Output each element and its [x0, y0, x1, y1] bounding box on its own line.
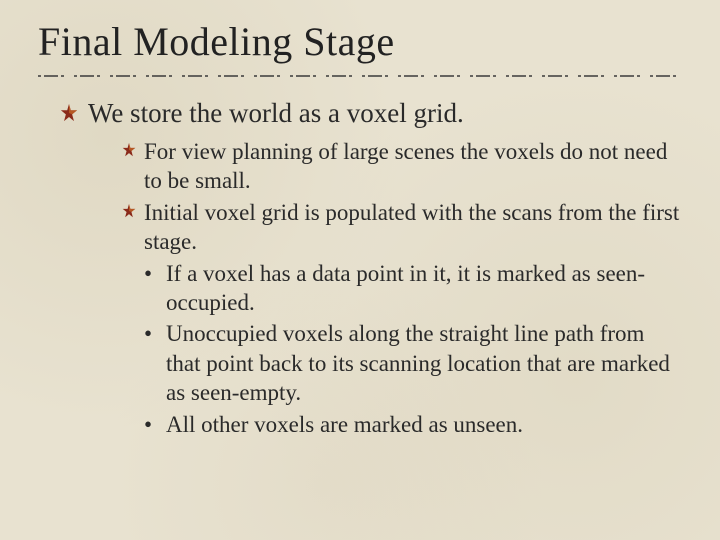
dot-bullet-icon: •: [144, 319, 156, 348]
star-bullet-icon: [122, 204, 136, 223]
level3-item: • If a voxel has a data point in it, it …: [144, 259, 682, 318]
title-divider: [38, 73, 678, 79]
star-bullet-icon: [122, 143, 136, 162]
level3-text: Unoccupied voxels along the straight lin…: [166, 319, 682, 407]
level1-item: We store the world as a voxel grid.: [60, 97, 682, 131]
level3-item: • Unoccupied voxels along the straight l…: [144, 319, 682, 407]
bullet-level1: We store the world as a voxel grid. For …: [60, 97, 682, 439]
level3-text: If a voxel has a data point in it, it is…: [166, 259, 682, 318]
level2-item: For view planning of large scenes the vo…: [122, 137, 682, 196]
level2-item: Initial voxel grid is populated with the…: [122, 198, 682, 257]
slide-container: Final Modeling Stage We store the world …: [0, 0, 720, 540]
dot-bullet-icon: •: [144, 410, 156, 439]
dot-bullet-icon: •: [144, 259, 156, 288]
level2-text: Initial voxel grid is populated with the…: [144, 198, 682, 257]
level3-text: All other voxels are marked as unseen.: [166, 410, 523, 439]
level1-text: We store the world as a voxel grid.: [88, 97, 464, 131]
slide-title: Final Modeling Stage: [38, 18, 682, 65]
bullet-level2-group: For view planning of large scenes the vo…: [122, 137, 682, 439]
level3-item: • All other voxels are marked as unseen.: [144, 410, 682, 439]
bullet-level3-group: • If a voxel has a data point in it, it …: [144, 259, 682, 440]
star-bullet-icon: [60, 104, 78, 127]
level2-text: For view planning of large scenes the vo…: [144, 137, 682, 196]
